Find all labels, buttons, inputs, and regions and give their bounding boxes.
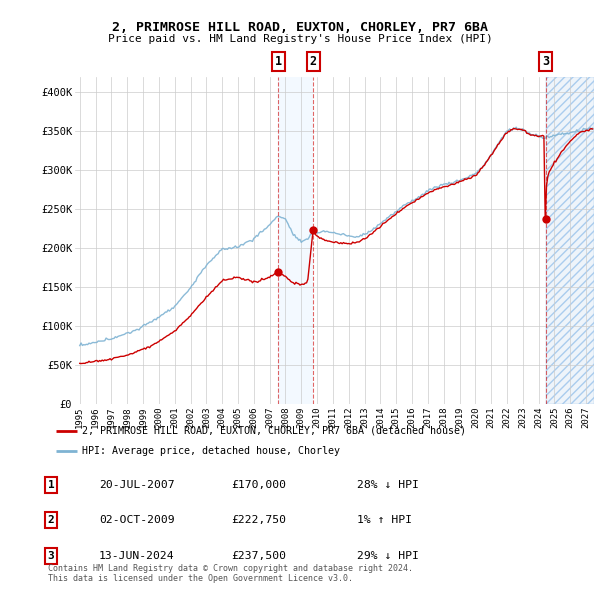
Text: 29% ↓ HPI: 29% ↓ HPI	[357, 551, 419, 560]
Text: 3: 3	[542, 55, 550, 68]
Text: £237,500: £237,500	[231, 551, 286, 560]
Text: 28% ↓ HPI: 28% ↓ HPI	[357, 480, 419, 490]
Bar	[278, 77, 313, 404]
Text: Price paid vs. HM Land Registry's House Price Index (HPI): Price paid vs. HM Land Registry's House …	[107, 34, 493, 44]
Text: 2: 2	[310, 55, 317, 68]
Text: 13-JUN-2024: 13-JUN-2024	[99, 551, 175, 560]
Text: 02-OCT-2009: 02-OCT-2009	[99, 516, 175, 525]
Text: 1: 1	[275, 55, 282, 68]
Text: Contains HM Land Registry data © Crown copyright and database right 2024.
This d: Contains HM Land Registry data © Crown c…	[48, 563, 413, 583]
Text: 2: 2	[47, 516, 55, 525]
Text: £170,000: £170,000	[231, 480, 286, 490]
Bar	[546, 77, 594, 404]
Text: 1% ↑ HPI: 1% ↑ HPI	[357, 516, 412, 525]
Text: 3: 3	[47, 551, 55, 560]
Text: HPI: Average price, detached house, Chorley: HPI: Average price, detached house, Chor…	[82, 446, 340, 456]
Text: £222,750: £222,750	[231, 516, 286, 525]
Text: 1: 1	[47, 480, 55, 490]
Text: 2, PRIMROSE HILL ROAD, EUXTON, CHORLEY, PR7 6BA: 2, PRIMROSE HILL ROAD, EUXTON, CHORLEY, …	[112, 21, 488, 34]
Text: 20-JUL-2007: 20-JUL-2007	[99, 480, 175, 490]
Text: 2, PRIMROSE HILL ROAD, EUXTON, CHORLEY, PR7 6BA (detached house): 2, PRIMROSE HILL ROAD, EUXTON, CHORLEY, …	[82, 426, 466, 436]
